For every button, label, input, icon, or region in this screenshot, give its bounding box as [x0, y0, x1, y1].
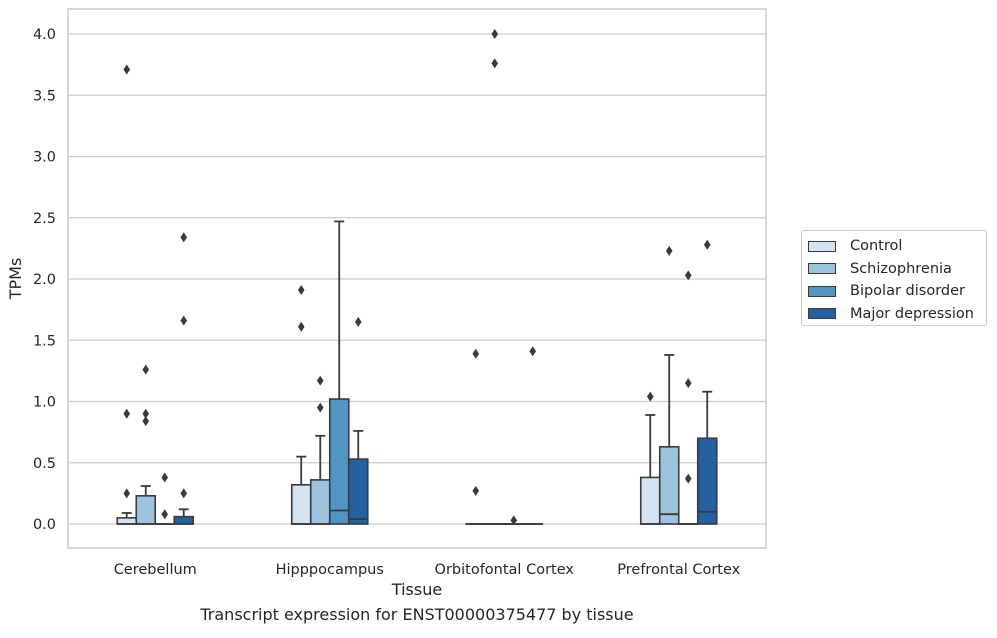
y-tick-label: 2.5 — [33, 211, 56, 227]
outlier-point — [317, 403, 324, 413]
outlier-point — [123, 65, 130, 75]
y-tick-label: 4.0 — [33, 27, 56, 43]
y-tick-label: 3.5 — [33, 88, 56, 104]
outlier-point — [142, 416, 149, 426]
y-tick-label: 3.0 — [33, 150, 56, 166]
outlier-point — [180, 316, 187, 326]
legend-swatch — [808, 263, 836, 274]
box-major-depression — [174, 517, 193, 524]
outlier-point — [529, 346, 536, 356]
x-tick-label: Orbitofontal Cortex — [435, 562, 575, 578]
outlier-point — [704, 240, 711, 250]
outlier-point — [647, 392, 654, 402]
outlier-point — [298, 285, 305, 295]
legend-swatch — [808, 241, 836, 252]
y-tick-label: 1.5 — [33, 333, 56, 349]
box-schizophrenia — [660, 447, 679, 524]
box-control — [117, 518, 136, 524]
outlier-point — [123, 488, 130, 498]
box-schizophrenia — [136, 496, 155, 524]
outlier-point — [355, 317, 362, 327]
outlier-point — [298, 322, 305, 332]
outlier-point — [180, 232, 187, 242]
box-control — [641, 477, 660, 524]
legend-item: Major depression — [808, 303, 980, 326]
legend-swatch — [808, 308, 836, 319]
chart-caption: Transcript expression for ENST0000037547… — [0, 605, 834, 624]
legend-label: Bipolar disorder — [850, 283, 965, 299]
outlier-point — [317, 376, 324, 386]
y-tick-label: 0.5 — [33, 456, 56, 472]
outlier-point — [685, 378, 692, 388]
legend-item: Control — [808, 235, 980, 258]
y-tick-label: 2.0 — [33, 272, 56, 288]
y-tick-label: 1.0 — [33, 395, 56, 411]
x-tick-label: Prefrontal Cortex — [617, 562, 740, 578]
outlier-point — [472, 349, 479, 359]
legend-item: Schizophrenia — [808, 258, 980, 281]
outlier-point — [491, 58, 498, 68]
box-schizophrenia — [311, 480, 330, 524]
outlier-point — [491, 29, 498, 39]
legend-item: Bipolar disorder — [808, 280, 980, 303]
y-axis-label: TPMs — [6, 258, 25, 301]
box-control — [292, 485, 311, 524]
y-tick-label: 0.0 — [33, 517, 56, 533]
legend-label: Schizophrenia — [850, 261, 952, 277]
legend-swatch — [808, 286, 836, 297]
legend: Control Schizophrenia Bipolar disorder Majo… — [801, 230, 987, 326]
legend-label: Major depression — [850, 306, 974, 322]
box-bipolar-disorder — [330, 399, 349, 524]
outlier-point — [472, 486, 479, 496]
outlier-point — [123, 409, 130, 419]
box-major-depression — [349, 459, 368, 524]
outlier-point — [685, 474, 692, 484]
outlier-point — [180, 488, 187, 498]
outlier-point — [666, 246, 673, 256]
outlier-point — [161, 472, 168, 482]
x-tick-label: Hipppocampus — [276, 562, 384, 578]
x-axis-label: Tissue — [391, 580, 442, 599]
outlier-point — [161, 509, 168, 519]
legend-label: Control — [850, 238, 902, 254]
outlier-point — [142, 365, 149, 375]
x-tick-label: Cerebellum — [114, 562, 197, 578]
